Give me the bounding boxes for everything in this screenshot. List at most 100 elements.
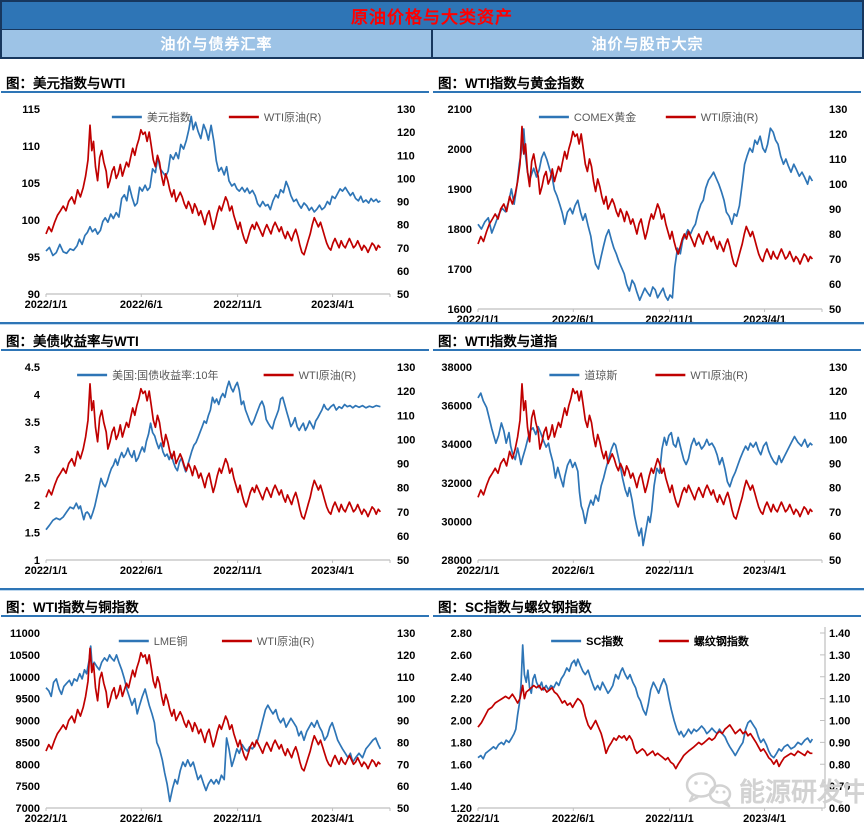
chart-title: 图：WTI指数与铜指数 (6, 600, 139, 615)
svg-text:2022/11/1: 2022/11/1 (645, 565, 693, 577)
title-underline (1, 91, 429, 93)
svg-text:70: 70 (397, 507, 409, 519)
svg-text:90: 90 (397, 459, 409, 471)
svg-text:9000: 9000 (16, 716, 40, 728)
svg-text:2022/1/1: 2022/1/1 (25, 813, 68, 825)
svg-text:1.40: 1.40 (829, 628, 850, 640)
svg-text:70: 70 (397, 243, 409, 255)
chart-title: 图：SC指数与螺纹钢指数 (438, 600, 592, 615)
svg-text:7000: 7000 (16, 803, 40, 815)
svg-text:2022/6/1: 2022/6/1 (552, 565, 595, 577)
svg-text:0.80: 0.80 (829, 759, 850, 771)
svg-text:3: 3 (34, 445, 40, 457)
chart-plot-copper-wti: 7000 7500 8000 8500 9000 9500 10000 10500 11000 5… (9, 628, 415, 825)
svg-text:30000: 30000 (441, 516, 472, 528)
svg-text:110: 110 (829, 410, 847, 422)
svg-text:2.00: 2.00 (451, 716, 472, 728)
title-underline (433, 349, 861, 351)
svg-text:螺纹钢指数: 螺纹钢指数 (694, 634, 750, 648)
title-underline (433, 91, 861, 93)
title-underline (433, 615, 861, 617)
svg-text:WTI原油(R): WTI原油(R) (257, 634, 314, 648)
svg-text:0.90: 0.90 (829, 737, 850, 749)
svg-text:2.5: 2.5 (25, 472, 40, 484)
svg-text:COMEX黄金: COMEX黄金 (574, 110, 636, 124)
svg-text:34000: 34000 (441, 439, 472, 451)
svg-text:100: 100 (397, 434, 415, 446)
svg-text:105: 105 (22, 178, 40, 190)
spacer (0, 59, 864, 67)
svg-text:36000: 36000 (441, 401, 472, 413)
chart-row-1: 图：美元指数与WTI 90 95 100 105 110 115 50 60 70 80 90 100… (0, 67, 864, 322)
svg-text:80: 80 (397, 220, 409, 232)
svg-text:38000: 38000 (441, 362, 472, 374)
svg-text:110: 110 (829, 154, 847, 166)
svg-text:90: 90 (397, 197, 409, 209)
svg-text:2022/11/1: 2022/11/1 (213, 813, 261, 825)
svg-text:10500: 10500 (9, 650, 40, 662)
svg-text:WTI原油(R): WTI原油(R) (701, 110, 758, 124)
svg-text:9500: 9500 (16, 694, 40, 706)
svg-text:60: 60 (829, 279, 841, 291)
svg-text:7500: 7500 (16, 781, 40, 793)
svg-text:90: 90 (829, 204, 841, 216)
svg-text:90: 90 (28, 289, 40, 301)
svg-text:1.5: 1.5 (25, 527, 40, 539)
chart-plot-usd-wti: 90 95 100 105 110 115 50 60 70 80 90 100 110 120 130 20… (22, 104, 416, 311)
svg-text:2022/11/1: 2022/11/1 (645, 813, 693, 825)
report-title: 原油价格与大类资产 (351, 8, 513, 27)
svg-text:10000: 10000 (9, 672, 40, 684)
svg-text:60: 60 (397, 781, 409, 793)
svg-text:2022/6/1: 2022/6/1 (120, 299, 163, 311)
svg-text:2022/1/1: 2022/1/1 (457, 813, 500, 825)
svg-text:道琼斯: 道琼斯 (584, 368, 617, 382)
section-header-equity-commodity: 油价与股市大宗 (431, 30, 862, 57)
svg-text:60: 60 (397, 531, 409, 543)
svg-text:2.80: 2.80 (451, 628, 472, 640)
svg-text:1.40: 1.40 (451, 781, 472, 793)
svg-text:8500: 8500 (16, 737, 40, 749)
svg-text:2022/11/1: 2022/11/1 (645, 314, 693, 322)
svg-text:2022/1/1: 2022/1/1 (457, 314, 500, 322)
svg-text:100: 100 (829, 434, 847, 446)
svg-text:2022/6/1: 2022/6/1 (552, 813, 595, 825)
section-header-bonds-fx: 油价与债券汇率 (2, 30, 431, 57)
svg-text:2022/6/1: 2022/6/1 (120, 565, 163, 577)
svg-text:130: 130 (397, 104, 415, 116)
svg-text:80: 80 (397, 483, 409, 495)
svg-text:1900: 1900 (448, 184, 472, 196)
svg-text:2000: 2000 (448, 144, 472, 156)
svg-text:90: 90 (829, 459, 841, 471)
svg-text:50: 50 (397, 803, 409, 815)
svg-text:110: 110 (397, 672, 415, 684)
svg-text:4: 4 (34, 390, 41, 402)
svg-text:2023/4/1: 2023/4/1 (311, 565, 354, 577)
svg-text:120: 120 (829, 129, 847, 141)
svg-text:2023/4/1: 2023/4/1 (743, 565, 786, 577)
svg-text:1.60: 1.60 (451, 759, 472, 771)
svg-text:100: 100 (397, 173, 415, 185)
svg-text:2023/4/1: 2023/4/1 (743, 314, 786, 322)
chart-panel-sc-rebar: 图：SC指数与螺纹钢指数 1.20 1.40 1.60 1.80 2.00 2.20 2.4… (432, 591, 864, 836)
svg-text:4.5: 4.5 (25, 362, 40, 374)
chart-panel-treasury-wti: 图：美债收益率与WTI 1 1.5 2 2.5 3 3.5 4 4.5 50 60 70 80 90 10… (0, 325, 432, 588)
svg-text:WTI原油(R): WTI原油(R) (690, 368, 747, 382)
svg-text:2100: 2100 (448, 104, 472, 116)
svg-text:100: 100 (22, 215, 40, 227)
svg-text:1.20: 1.20 (451, 803, 472, 815)
report-title-bar: 原油价格与大类资产 (0, 0, 864, 30)
svg-text:130: 130 (397, 628, 415, 640)
svg-text:80: 80 (397, 737, 409, 749)
svg-text:28000: 28000 (441, 555, 472, 567)
svg-text:110: 110 (22, 141, 40, 153)
svg-text:1.10: 1.10 (829, 694, 850, 706)
svg-text:SC指数: SC指数 (586, 634, 624, 648)
svg-text:70: 70 (829, 507, 841, 519)
svg-text:120: 120 (829, 386, 847, 398)
svg-text:0.60: 0.60 (829, 803, 850, 815)
chart-panel-usd-wti: 图：美元指数与WTI 90 95 100 105 110 115 50 60 70 80 90 100… (0, 67, 432, 322)
svg-text:2022/11/1: 2022/11/1 (213, 565, 261, 577)
svg-text:130: 130 (829, 362, 847, 374)
svg-text:美元指数: 美元指数 (147, 110, 191, 124)
